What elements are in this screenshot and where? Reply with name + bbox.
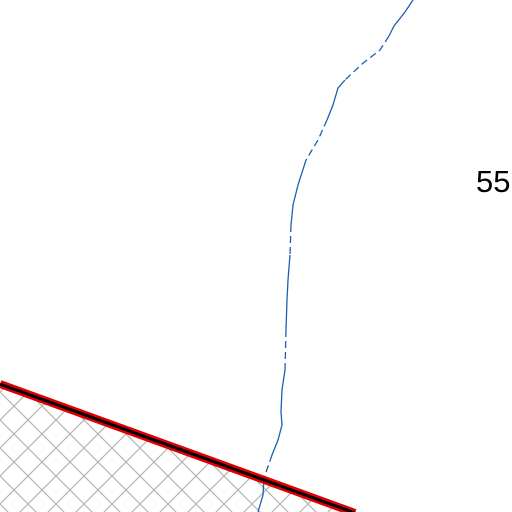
stream-segment [326, 79, 346, 121]
stream-segment [289, 224, 292, 256]
stream-segment [305, 119, 328, 161]
stream-segment [388, 0, 414, 37]
boundary-inner [0, 382, 356, 512]
stream-segment [284, 329, 287, 371]
stream-segment [344, 35, 390, 81]
stream-segment [290, 159, 307, 226]
stream-segment [271, 369, 286, 456]
stream-segment [285, 254, 291, 331]
stream-segment [263, 454, 273, 479]
map-label: 55 [476, 164, 510, 199]
